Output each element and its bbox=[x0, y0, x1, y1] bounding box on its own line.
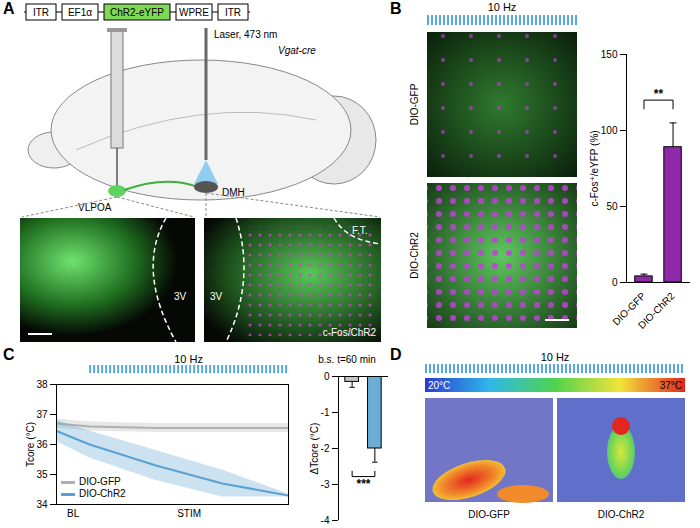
svg-text:c-Fos⁺/eYFP (%): c-Fos⁺/eYFP (%) bbox=[589, 130, 600, 206]
svg-text:ITR: ITR bbox=[225, 7, 241, 18]
svg-text:-4: -4 bbox=[321, 515, 330, 526]
svg-text:36: 36 bbox=[36, 439, 48, 450]
svg-text:DIO-GFP: DIO-GFP bbox=[409, 83, 420, 125]
svg-text:ChR2-eYFP: ChR2-eYFP bbox=[110, 7, 164, 18]
svg-text:0: 0 bbox=[324, 371, 330, 382]
svg-text:***: *** bbox=[356, 477, 370, 491]
html-text:D: D bbox=[390, 346, 402, 363]
svg-text:DIO-ChR2: DIO-ChR2 bbox=[598, 509, 645, 520]
svg-text:DIO-ChR2: DIO-ChR2 bbox=[409, 232, 420, 279]
svg-text:-1: -1 bbox=[321, 407, 330, 418]
html-text:C: C bbox=[3, 346, 15, 363]
svg-text:ΔTcore (°C): ΔTcore (°C) bbox=[309, 423, 320, 475]
svg-text:-3: -3 bbox=[321, 479, 330, 490]
html-text:DIO-ChR2: DIO-ChR2 bbox=[79, 488, 126, 499]
svg-text:35: 35 bbox=[36, 469, 48, 480]
svg-text:10 Hz: 10 Hz bbox=[174, 354, 203, 365]
svg-text:Vgat-cre: Vgat-cre bbox=[278, 45, 316, 56]
svg-text:37: 37 bbox=[36, 409, 48, 420]
html-text:DIO-GFP: DIO-GFP bbox=[79, 476, 121, 487]
svg-text:BL: BL bbox=[67, 508, 80, 519]
html-text:B: B bbox=[390, 0, 402, 17]
svg-text:37°C: 37°C bbox=[660, 380, 682, 391]
svg-text:34: 34 bbox=[36, 499, 48, 510]
svg-text:10 Hz: 10 Hz bbox=[541, 352, 570, 363]
svg-text:50: 50 bbox=[606, 201, 618, 212]
svg-text:150: 150 bbox=[601, 49, 618, 60]
svg-text:STIM: STIM bbox=[177, 508, 201, 519]
svg-text:c-Fos/ChR2: c-Fos/ChR2 bbox=[323, 327, 377, 338]
svg-text:DMH: DMH bbox=[222, 187, 245, 198]
svg-text:0: 0 bbox=[612, 277, 618, 288]
svg-text:ITR: ITR bbox=[33, 7, 49, 18]
html-text:A: A bbox=[3, 0, 15, 17]
svg-text:DIO-GFP: DIO-GFP bbox=[468, 509, 510, 520]
svg-text:Tcore (°C): Tcore (°C) bbox=[25, 422, 36, 467]
html-text:b.s. t=60 min: b.s. t=60 min bbox=[318, 354, 376, 365]
svg-text:10 Hz: 10 Hz bbox=[488, 1, 517, 13]
svg-text:3V: 3V bbox=[174, 291, 187, 302]
svg-text:100: 100 bbox=[601, 125, 618, 136]
svg-text:VLPOA: VLPOA bbox=[78, 202, 112, 213]
svg-text:DIO-ChR2: DIO-ChR2 bbox=[636, 290, 677, 331]
svg-text:Laser, 473 nm: Laser, 473 nm bbox=[214, 29, 277, 40]
svg-text:WPRE: WPRE bbox=[179, 7, 209, 18]
svg-text:**: ** bbox=[654, 87, 664, 101]
svg-text:DIO-GFP: DIO-GFP bbox=[610, 290, 648, 328]
svg-text:20°C: 20°C bbox=[428, 380, 450, 391]
svg-text:3V: 3V bbox=[210, 291, 223, 302]
svg-text:38: 38 bbox=[36, 379, 48, 390]
svg-text:-2: -2 bbox=[321, 443, 330, 454]
svg-text:F.T.: F.T. bbox=[352, 225, 368, 236]
svg-text:EF1α: EF1α bbox=[68, 7, 92, 18]
